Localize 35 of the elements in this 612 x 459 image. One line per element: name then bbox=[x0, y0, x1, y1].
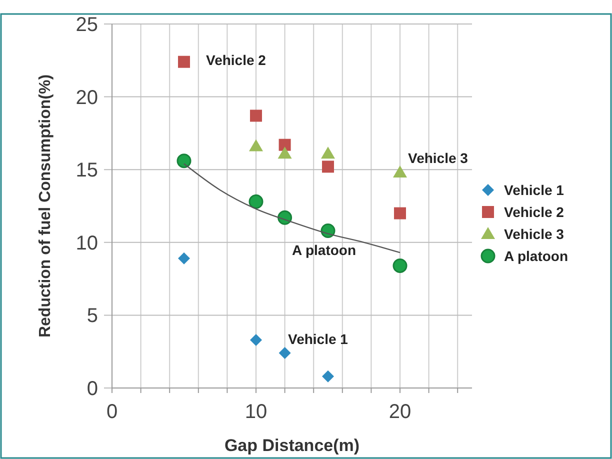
point bbox=[322, 370, 334, 382]
legend-label: Vehicle 3 bbox=[504, 226, 564, 242]
point bbox=[278, 146, 292, 159]
y-tick-label: 25 bbox=[76, 14, 98, 36]
point bbox=[278, 347, 291, 360]
point bbox=[394, 207, 406, 220]
point bbox=[178, 56, 190, 68]
point bbox=[250, 110, 262, 122]
y-tick-label: 15 bbox=[76, 160, 98, 182]
point bbox=[392, 258, 408, 273]
y-tick-label: 0 bbox=[86, 378, 98, 400]
point bbox=[249, 139, 263, 152]
y-tick-label: 5 bbox=[86, 305, 98, 328]
point bbox=[278, 138, 291, 151]
point bbox=[322, 160, 334, 173]
y-tick-label: 20 bbox=[76, 86, 98, 109]
point bbox=[250, 334, 262, 346]
annotation: A platoon bbox=[292, 242, 356, 258]
point bbox=[178, 252, 190, 264]
x-tick-label: 10 bbox=[244, 401, 268, 423]
annotation: Vehicle 3 bbox=[408, 150, 468, 166]
x-tick-label: 0 bbox=[106, 401, 118, 423]
point bbox=[393, 166, 407, 178]
legend-label: Vehicle 1 bbox=[504, 182, 564, 198]
x-axis-title: Gap Distance(m) bbox=[224, 436, 360, 455]
y-tick-label: 10 bbox=[76, 232, 98, 254]
point bbox=[321, 146, 335, 159]
annotation: Vehicle 2 bbox=[206, 52, 266, 68]
point bbox=[248, 194, 264, 209]
legend-label: A platoon bbox=[504, 248, 568, 264]
legend-label: Vehicle 2 bbox=[504, 204, 564, 220]
y-axis-title: Reduction of fuel Consumption(%) bbox=[37, 74, 54, 338]
point bbox=[176, 154, 192, 168]
annotation: Vehicle 1 bbox=[288, 331, 348, 347]
x-tick-label: 20 bbox=[388, 401, 412, 423]
